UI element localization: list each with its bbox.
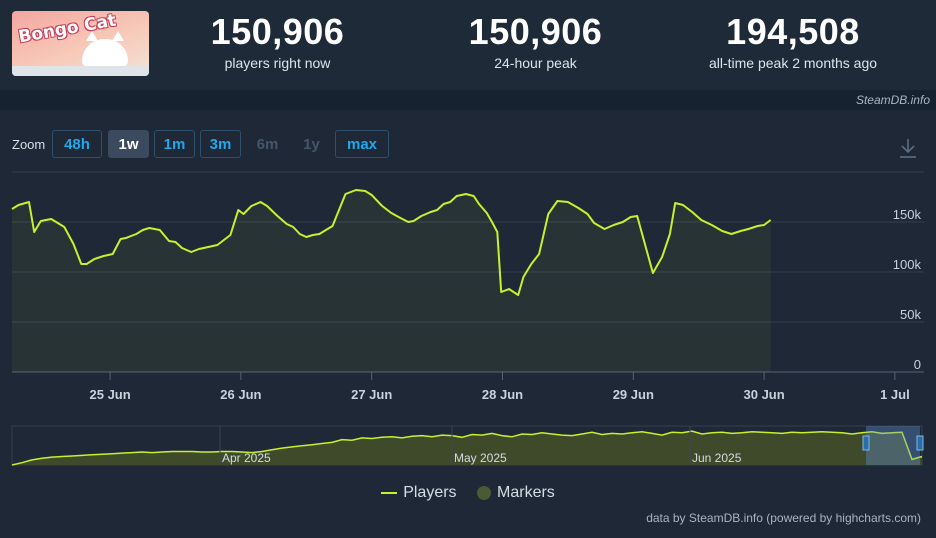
stat-all-time-peak: 194,508 all-time peak 2 months ago: [680, 11, 906, 72]
source-strip: SteamDB.info: [0, 90, 936, 110]
x-tick-label: 30 Jun: [744, 387, 785, 402]
stat-label: players right now: [224, 55, 331, 71]
main-chart-y-axis: 0 50k 100k 150k: [893, 207, 922, 372]
stat-label: all-time peak 2 months ago: [708, 55, 878, 71]
legend-line-symbol: [381, 491, 398, 494]
zoom-6m-button: 6m: [247, 130, 288, 158]
navigator[interactable]: Apr 2025 May 2025 Jun 2025: [11, 425, 924, 466]
cat-illustration: [82, 39, 128, 67]
legend-label-markers: Markers: [497, 484, 555, 501]
navigator-area: [12, 431, 922, 465]
chart-legend: Players Markers: [0, 484, 936, 502]
zoom-1w-button[interactable]: 1w: [108, 130, 149, 158]
navigator-left-handle[interactable]: [862, 435, 870, 451]
x-tick-label: 29 Jun: [613, 387, 654, 402]
thumbnail-taskbar: [12, 66, 149, 76]
main-chart-series[interactable]: [11, 189, 772, 296]
x-tick-label: 25 Jun: [90, 387, 131, 402]
x-tick-label: 27 Jun: [351, 387, 392, 402]
main-chart-area-fill: [12, 190, 771, 372]
stat-players-now: 150,906 players right now: [180, 11, 375, 72]
y-tick-label: 150k: [893, 207, 922, 222]
zoom-max-button[interactable]: max: [335, 130, 389, 158]
y-tick-label: 100k: [893, 257, 922, 272]
header: Bongo Cat 150,906 players right now 150,…: [0, 0, 936, 90]
download-icon[interactable]: [897, 136, 919, 160]
legend-dot-symbol: [477, 485, 492, 500]
game-thumbnail[interactable]: Bongo Cat: [12, 11, 149, 76]
main-chart-grid: [12, 171, 924, 373]
main-chart-x-gridlines: [109, 372, 896, 380]
y-tick-label: 0: [914, 357, 921, 372]
x-tick-label: 26 Jun: [220, 387, 261, 402]
navigator-tick-label: Apr 2025: [222, 451, 271, 465]
players-series-line: [11, 189, 772, 296]
legend-item-markers[interactable]: Markers: [477, 484, 555, 502]
zoom-1m-button[interactable]: 1m: [154, 130, 195, 158]
stat-value: 150,906: [468, 11, 603, 52]
legend-label-players: Players: [403, 484, 457, 501]
stat-24h-peak: 150,906 24-hour peak: [438, 11, 633, 72]
cat-ear-left: [86, 31, 98, 41]
x-tick-label: 28 Jun: [482, 387, 523, 402]
main-chart-x-axis: 25 Jun 26 Jun 27 Jun 28 Jun 29 Jun 30 Jun 1 Ju…: [90, 387, 910, 402]
series-area-fill: [12, 190, 771, 372]
cat-ear-right: [112, 31, 124, 41]
navigator-selection: [866, 426, 920, 465]
source-link[interactable]: SteamDB.info: [855, 93, 930, 107]
navigator-tick-label: Jun 2025: [692, 451, 742, 465]
chart-area: [0, 110, 936, 538]
stat-value: 194,508: [726, 11, 860, 52]
zoom-48h-button[interactable]: 48h: [52, 130, 102, 158]
navigator-line: [11, 430, 923, 466]
zoom-1y-button: 1y: [291, 130, 332, 158]
chart-credits[interactable]: data by SteamDB.info (powered by highcha…: [646, 511, 921, 525]
navigator-tick-label: May 2025: [454, 451, 507, 465]
stat-value: 150,906: [210, 11, 345, 52]
navigator-right-handle[interactable]: [916, 435, 924, 451]
zoom-label: Zoom: [12, 137, 46, 152]
x-tick-label: 1 Jul: [880, 387, 910, 402]
y-tick-label: 50k: [900, 307, 921, 322]
stat-label: 24-hour peak: [494, 55, 577, 71]
zoom-3m-button[interactable]: 3m: [200, 130, 241, 158]
legend-item-players[interactable]: Players: [381, 484, 457, 502]
